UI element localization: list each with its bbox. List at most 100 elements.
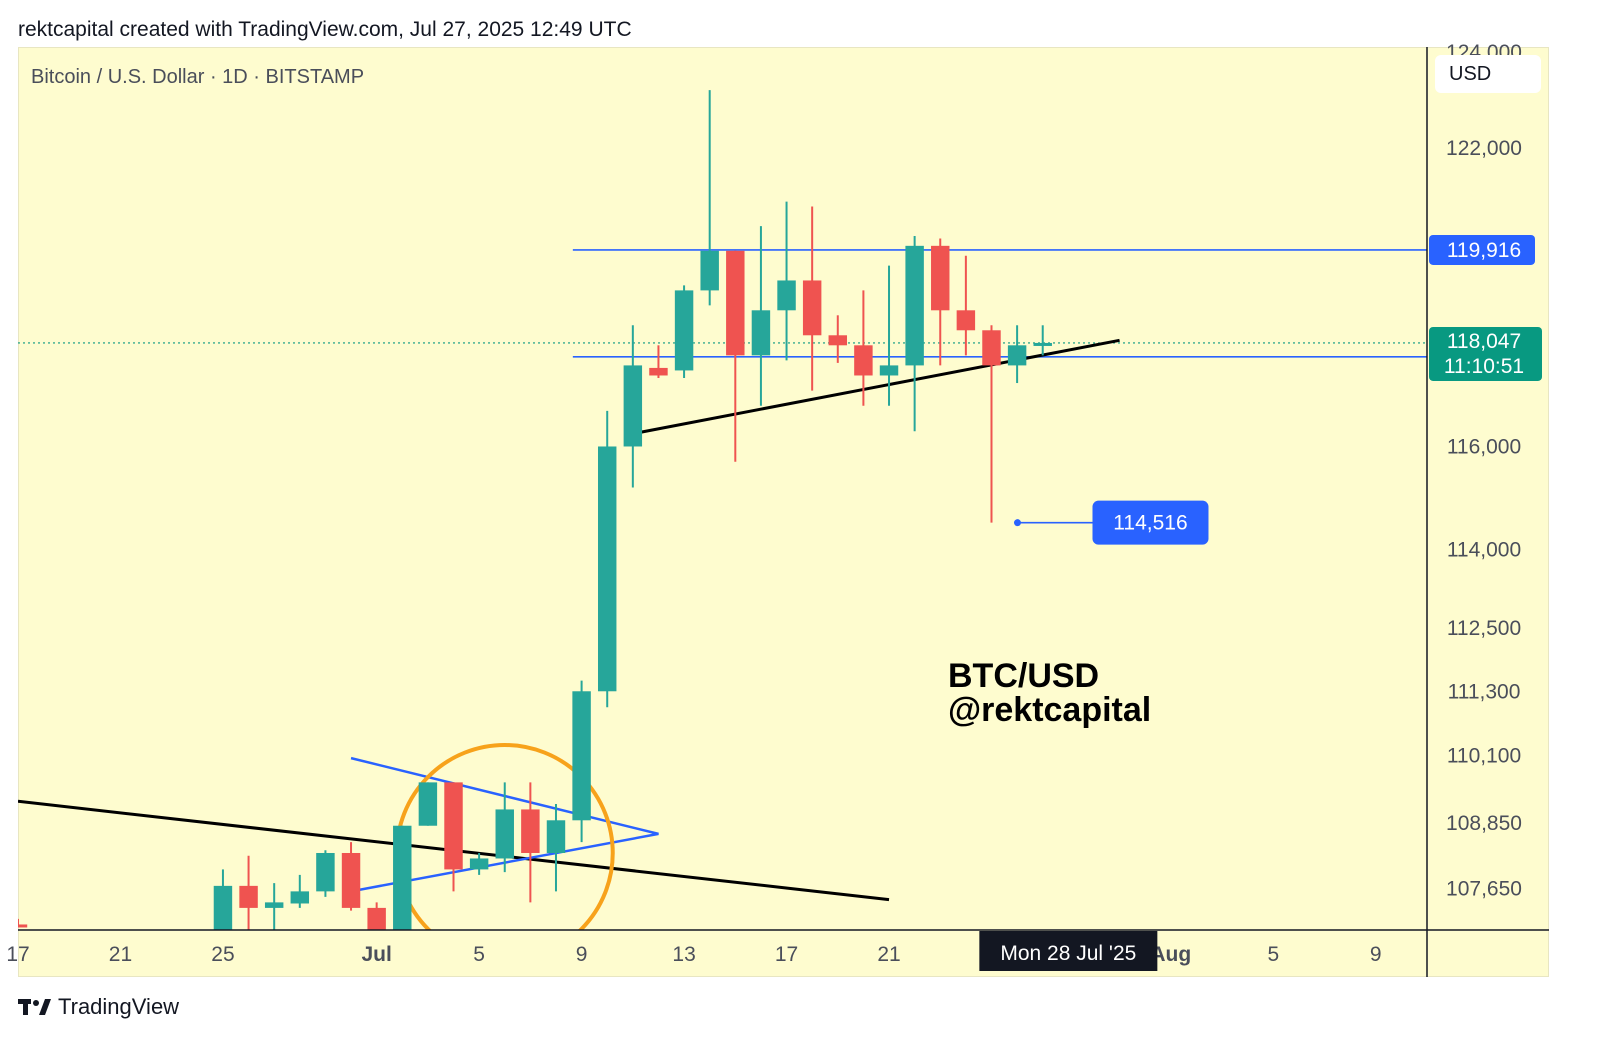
drawings-layer xyxy=(18,338,1120,930)
candle-body xyxy=(802,280,822,336)
candle-body xyxy=(521,809,540,853)
candle-body xyxy=(444,782,463,870)
candle xyxy=(674,285,694,379)
x-tick-label: Jul xyxy=(361,943,391,966)
candle xyxy=(931,238,950,366)
y-tick-label: 122,000 xyxy=(1446,137,1522,160)
candle xyxy=(521,782,540,903)
candle-body xyxy=(239,885,258,908)
x-tick-label: 9 xyxy=(1370,943,1382,966)
candle xyxy=(341,842,361,911)
x-tick-label: 17 xyxy=(6,943,29,966)
candle-body xyxy=(418,782,438,826)
candle xyxy=(418,782,438,826)
candle xyxy=(597,410,617,708)
candle-body xyxy=(213,885,233,930)
price-note-label: 114,516 xyxy=(1113,512,1187,535)
watermark-line1: BTC/USD xyxy=(948,657,1099,695)
y-tick-label: 114,000 xyxy=(1447,538,1521,561)
candle-body xyxy=(393,825,412,930)
symbol-title[interactable]: Bitcoin / U.S. Dollar · 1D · BITSTAMP xyxy=(31,66,365,88)
candle xyxy=(802,206,822,391)
candle-body xyxy=(341,852,361,908)
level-price-tag xyxy=(1429,234,1535,265)
candle-body xyxy=(1033,342,1052,346)
candle xyxy=(213,869,233,930)
axes-layer: 124,000122,000116,000114,000112,500111,3… xyxy=(6,41,1549,977)
chart-area[interactable] xyxy=(18,47,1549,977)
countdown-label: 11:10:51 xyxy=(1444,355,1524,378)
candle-body xyxy=(290,891,310,904)
candle-body xyxy=(674,290,694,371)
candle-body xyxy=(700,250,719,291)
y-tick-label: 112,500 xyxy=(1447,617,1521,640)
candle xyxy=(905,235,924,432)
candle xyxy=(495,782,514,873)
candle-body xyxy=(905,245,924,366)
candle xyxy=(239,855,258,930)
candle-body xyxy=(469,858,489,870)
currency-selector[interactable]: USD xyxy=(1435,55,1541,93)
watermark-line2: @rektcapital xyxy=(948,691,1151,729)
candle xyxy=(623,325,643,488)
x-tick-label: 17 xyxy=(775,943,798,966)
candle-body xyxy=(495,809,514,859)
x-tick-label: 5 xyxy=(473,943,485,966)
candles-layer xyxy=(18,90,1052,930)
candle-body xyxy=(623,365,643,447)
x-tick-label: 13 xyxy=(672,943,695,966)
x-tick-label: 9 xyxy=(576,943,588,966)
candle xyxy=(777,201,796,361)
horizontal-levels-layer xyxy=(18,249,1427,358)
x-tick-label: 5 xyxy=(1267,943,1279,966)
price-note-box xyxy=(1092,500,1209,545)
candle-body xyxy=(367,907,386,930)
candle xyxy=(546,804,566,892)
candle xyxy=(393,825,412,930)
y-tick-label: 107,650 xyxy=(1446,878,1522,901)
tradingview-logo-icon xyxy=(18,999,51,1015)
candle xyxy=(726,250,745,462)
tradingview-brand-text: TradingView xyxy=(58,994,180,1019)
candle xyxy=(1007,325,1027,384)
footer-brand: TradingView xyxy=(18,992,179,1022)
candle-body xyxy=(751,310,771,356)
candle xyxy=(649,345,668,379)
candle-body xyxy=(777,280,796,311)
y-tick-label: 110,100 xyxy=(1447,744,1521,767)
candle xyxy=(751,226,771,406)
level-price-tag-label: 119,916 xyxy=(1447,239,1521,262)
current-price-label: 118,047 xyxy=(1447,330,1521,353)
candle xyxy=(700,90,719,306)
candle xyxy=(854,290,873,406)
crosshair-date-label: Mon 28 Jul '25 xyxy=(1000,942,1136,965)
candle xyxy=(572,680,591,843)
candle-body xyxy=(264,902,284,908)
watermark-layer: BTC/USD@rektcapital xyxy=(948,657,1151,729)
trendline xyxy=(632,338,1120,436)
candle-body xyxy=(572,691,591,821)
candle-body xyxy=(956,310,976,331)
candle-body xyxy=(597,446,617,692)
candle xyxy=(367,902,386,930)
candle-body xyxy=(546,820,566,853)
candle-body xyxy=(828,335,848,346)
candle-body xyxy=(1007,345,1027,366)
candle xyxy=(879,265,899,406)
crosshair-date-box xyxy=(979,931,1158,971)
y-tick-label: 108,850 xyxy=(1446,812,1522,835)
candle-body xyxy=(982,330,1001,366)
candle xyxy=(316,850,335,897)
candle xyxy=(18,918,28,928)
x-tick-label: 21 xyxy=(877,943,900,966)
candle xyxy=(982,325,1001,523)
candle-body xyxy=(879,365,899,376)
x-tick-label: 25 xyxy=(211,943,234,966)
y-tick-label: 111,300 xyxy=(1448,680,1521,703)
candle-body xyxy=(316,852,335,892)
candle xyxy=(290,874,310,908)
candle xyxy=(956,255,976,356)
candle-body xyxy=(854,345,873,376)
